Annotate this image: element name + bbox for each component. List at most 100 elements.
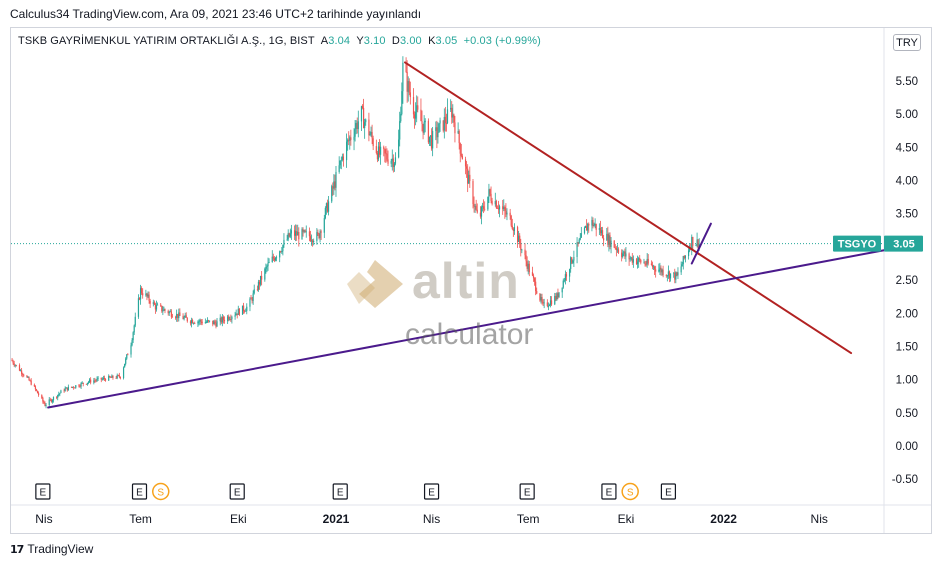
x-tick-label: 2022 [710, 512, 737, 526]
resistance-trendline[interactable] [404, 61, 853, 355]
candle-body [95, 380, 97, 382]
candle-body [186, 317, 188, 322]
candle-body [45, 404, 47, 406]
candle-body [148, 294, 150, 301]
candle-body [38, 393, 40, 396]
candle-body [556, 293, 558, 300]
earnings-marker[interactable] [423, 483, 440, 500]
candle-body [502, 206, 504, 210]
earnings-marker[interactable] [131, 483, 148, 500]
watermark-word: altin [412, 253, 520, 309]
candle-body [179, 312, 181, 316]
candle-body [244, 310, 246, 312]
candle-body [632, 259, 634, 263]
candle-body [235, 313, 237, 316]
open-value: 3.04 [328, 35, 351, 47]
high-label: Y [356, 35, 364, 47]
earnings-marker[interactable] [332, 483, 348, 500]
candle-body [424, 120, 426, 123]
candle-body [599, 228, 602, 234]
candle-body [265, 267, 267, 269]
candle-body [609, 235, 611, 248]
candle-body [594, 223, 596, 225]
close-label: K [428, 35, 436, 47]
candle-body [674, 272, 676, 280]
earnings-marker[interactable] [601, 483, 617, 500]
candle-body [130, 345, 132, 355]
candle-body [472, 181, 474, 204]
candle-body [152, 302, 154, 304]
candle-body [644, 262, 646, 265]
earnings-marker[interactable] [35, 483, 51, 500]
candle-body [368, 119, 370, 136]
projection-trendline[interactable] [690, 222, 712, 265]
candle-body [112, 375, 114, 378]
y-tick-label: 3.50 [896, 209, 918, 221]
candle-body [496, 208, 499, 209]
earnings-marker[interactable] [229, 483, 245, 500]
earnings-marker[interactable] [660, 483, 677, 500]
support-trendline[interactable] [47, 249, 885, 409]
candle-body [215, 323, 217, 327]
candle-body [256, 289, 258, 291]
candle-body [94, 380, 96, 382]
candle-body [28, 377, 30, 381]
x-tick-label: 2021 [323, 512, 350, 526]
candle-body [197, 321, 199, 324]
earnings-marker-label: E [665, 488, 672, 499]
candle-body [97, 377, 99, 379]
candle-body [467, 168, 469, 184]
candle-body [658, 269, 660, 272]
candle-body [190, 320, 193, 324]
candle-body [309, 236, 312, 241]
candle-body [547, 305, 549, 307]
candle-body [142, 293, 144, 296]
earnings-marker[interactable] [519, 483, 535, 500]
published-info: Calculus34 TradingView.com, Ara 09, 2021… [10, 7, 422, 21]
candle-body [443, 116, 445, 131]
candle-body [511, 225, 513, 229]
candle-body [600, 230, 603, 234]
y-tick-label: -0.50 [892, 474, 918, 486]
candle-body [677, 272, 679, 276]
candle-body [288, 233, 290, 237]
candle-body [563, 280, 565, 282]
candle-body [57, 394, 59, 398]
candle-body [468, 174, 470, 184]
candle-body [539, 293, 541, 301]
candle-body [274, 258, 277, 261]
candle-body [579, 237, 581, 240]
candle-body [457, 131, 459, 134]
candle-body [338, 165, 340, 172]
candle-body [273, 258, 275, 261]
candle-body [281, 251, 283, 252]
candle-body [137, 298, 140, 317]
candle-body [64, 388, 66, 392]
candle-body [697, 239, 699, 249]
candle-body [301, 229, 303, 240]
x-tick-label: Nis [423, 512, 440, 526]
symbol-name: TSKB GAYRİMENKUL YATIRIM ORTAKLIĞI A.Ş.,… [18, 35, 315, 47]
candle-body [78, 385, 80, 387]
candle-body [588, 223, 590, 226]
candle-body [513, 227, 516, 231]
candle-body [408, 81, 410, 93]
currency-button[interactable]: TRY [893, 34, 921, 51]
candle-body [357, 121, 359, 129]
candle-body [550, 300, 553, 305]
candle-body [332, 186, 334, 189]
dividend-marker[interactable] [621, 482, 639, 501]
candle-body [227, 316, 229, 322]
candle-body [275, 257, 278, 259]
candle-body [628, 253, 630, 260]
candle-body [184, 315, 186, 318]
candle-body [592, 219, 594, 227]
candle-body [623, 251, 625, 254]
candle-body [74, 387, 76, 389]
candle-body [96, 378, 98, 381]
candle-body [134, 316, 136, 326]
candle-body [67, 386, 69, 391]
dividend-marker[interactable] [151, 482, 170, 501]
candle-body [491, 200, 493, 205]
